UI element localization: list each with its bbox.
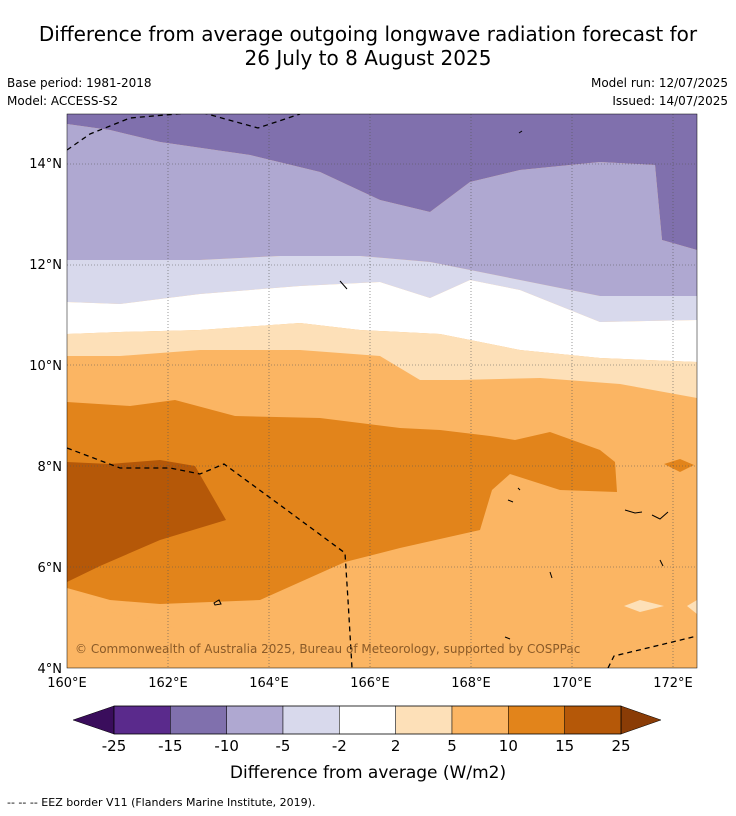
- lon-tick-168: 168°E: [451, 676, 491, 691]
- lon-tick-160: 160°E: [47, 676, 87, 691]
- lon-tick-172: 172°E: [653, 676, 693, 691]
- colorbar-segment: [339, 705, 396, 735]
- band-minus15-minus10: [67, 114, 697, 250]
- band-2-5: [67, 323, 697, 398]
- band-15-25: [67, 460, 226, 582]
- colorbar-segment: [113, 705, 171, 735]
- lat-tick-10: 10°N: [29, 359, 62, 374]
- lat-tick-8: 8°N: [38, 460, 63, 475]
- colorbar-segment: [395, 705, 453, 735]
- model-run-text: Model run: 12/07/2025: [590, 76, 728, 90]
- colorbar-label: 5: [447, 737, 457, 755]
- lat-tick-4: 4°N: [38, 662, 63, 677]
- colorbar-title: Difference from average (W/m2): [230, 763, 506, 783]
- anomaly-map: [67, 114, 697, 668]
- colorbar-label: 25: [611, 737, 630, 755]
- model-text: Model: ACCESS-S2: [7, 94, 119, 108]
- colorbar-label: 10: [499, 737, 518, 755]
- colorbar: -25 -15 -10 -5 -2 2 5 10 15 25 Difference from av…: [72, 705, 662, 783]
- colorbar-label: -15: [158, 737, 183, 755]
- band-2-5-patch-1: [624, 600, 664, 612]
- lon-ticks: 160°E 162°E 164°E 166°E 168°E 170°E 172°…: [47, 676, 693, 691]
- colorbar-label: -10: [214, 737, 239, 755]
- colorbar-label: -2: [332, 737, 347, 755]
- islands: [213, 130, 669, 640]
- lat-tick-12: 12°N: [29, 258, 62, 273]
- gridlines: [67, 114, 697, 668]
- lon-tick-166: 166°E: [350, 676, 390, 691]
- colorbar-segment: [226, 705, 284, 735]
- map-frame: [66, 113, 698, 669]
- colorbar-end-low: [72, 705, 115, 735]
- band-minus2-2: [67, 280, 697, 362]
- copyright-text: © Commonwealth of Australia 2025, Bureau…: [75, 642, 580, 656]
- meta-left: Base period: 1981-2018 Model: ACCESS-S2: [7, 74, 152, 110]
- map-title: Difference from average outgoing longwav…: [0, 22, 736, 70]
- colorbar-frame: [113, 705, 622, 735]
- colorbar-segment: [564, 705, 622, 735]
- eez-legend-note: -- -- -- EEZ border V11 (Flanders Marine…: [7, 796, 316, 809]
- lon-tick-170: 170°E: [552, 676, 592, 691]
- colorbar-segment: [170, 705, 227, 735]
- issued-text: Issued: 14/07/2025: [612, 94, 728, 108]
- colorbar-end-high: [620, 705, 662, 735]
- colorbar-label: 2: [391, 737, 401, 755]
- band-minus5-minus2: [67, 256, 697, 322]
- lat-tick-6: 6°N: [38, 561, 63, 576]
- band-10-15: [67, 400, 617, 604]
- colorbar-label: -25: [102, 737, 127, 755]
- base-period-text: Base period: 1981-2018: [7, 76, 152, 90]
- colorbar-segment: [451, 705, 509, 735]
- title-line-2: 26 July to 8 August 2025: [244, 46, 492, 70]
- colorbar-label: 15: [555, 737, 574, 755]
- band-5-10-south: [67, 600, 175, 668]
- meta-right: Model run: 12/07/2025 Issued: 14/07/2025: [591, 74, 728, 110]
- colorbar-segment: [508, 705, 565, 735]
- lon-tick-164: 164°E: [249, 676, 289, 691]
- lat-tick-14: 14°N: [29, 157, 62, 172]
- band-minus10-minus5: [67, 124, 697, 296]
- eez-borders: [67, 114, 697, 668]
- colorbar-label: -5: [276, 737, 291, 755]
- band-2-5-patch-2: [687, 600, 697, 614]
- lat-ticks: 14°N 12°N 10°N 8°N 6°N 4°N: [29, 157, 62, 677]
- colorbar-segment: [282, 705, 340, 735]
- lon-tick-162: 162°E: [148, 676, 188, 691]
- band-10-15-patch: [664, 459, 694, 472]
- title-line-1: Difference from average outgoing longwav…: [38, 22, 698, 46]
